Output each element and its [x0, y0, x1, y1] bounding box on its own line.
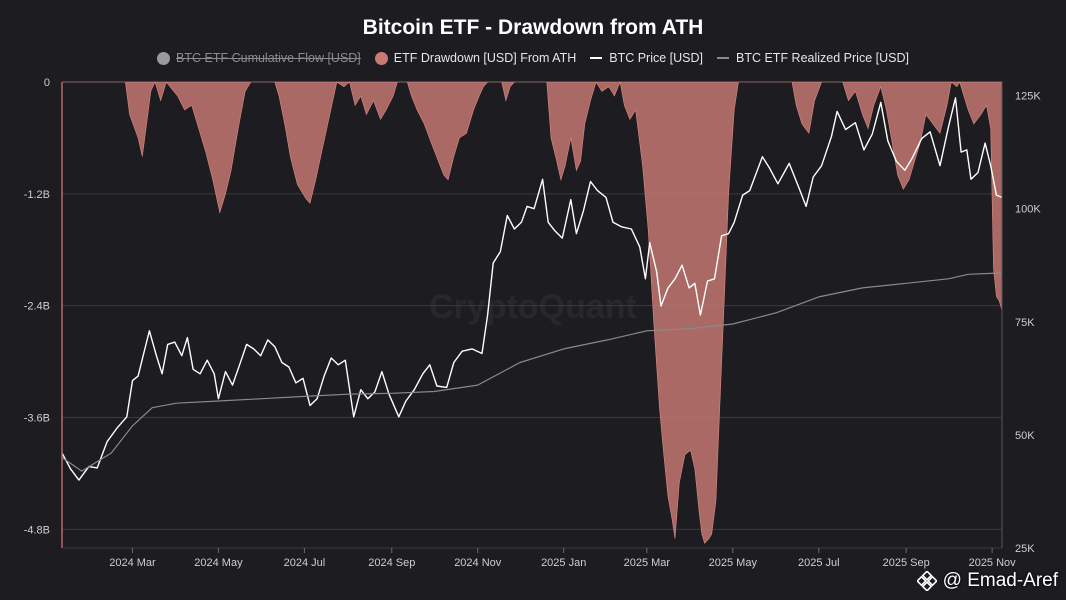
y-left-tick-label: -2.4B [24, 301, 50, 313]
x-tick-label: 2024 Jul [284, 557, 326, 569]
x-tick-label: 2025 Mar [624, 557, 671, 569]
legend-label: BTC Price [USD] [609, 51, 703, 65]
btc-price-line[interactable] [61, 97, 1003, 481]
y-right-tick-label: 25K [1015, 543, 1035, 555]
y-left-tick-label: -4.8B [24, 524, 50, 536]
x-tick-label: 2024 Sep [368, 557, 415, 569]
y-left-tick-label: -3.6B [24, 413, 50, 425]
legend-line-icon [717, 57, 729, 59]
y-right-tick-label: 125K [1015, 91, 1041, 103]
x-tick-label: 2025 May [709, 557, 758, 569]
y-right-tick-label: 100K [1015, 204, 1041, 216]
price-lines-layer [61, 97, 1003, 481]
etf-realized-price-line[interactable] [61, 272, 1003, 472]
author-credit: @ Emad-Aref [916, 570, 1058, 592]
legend-label: BTC ETF Cumulative Flow [USD] [176, 51, 361, 65]
watermark-text: CryptoQuant [429, 288, 637, 326]
legend-item-realized-price[interactable]: BTC ETF Realized Price [USD] [717, 51, 909, 65]
legend-item-cumulative-flow[interactable]: BTC ETF Cumulative Flow [USD] [157, 51, 361, 65]
x-tick-label: 2025 Jul [798, 557, 840, 569]
binance-logo-icon [916, 571, 937, 591]
y-left-tick-label: 0 [44, 77, 50, 89]
legend-item-etf-drawdown[interactable]: ETF Drawdown [USD] From ATH [374, 51, 577, 65]
grid-lines [62, 81, 1002, 530]
x-tick-label: 2025 Nov [969, 557, 1017, 569]
axes: 0 -1.2B -2.4B -3.6B -4.8B 25K 50K 75K 100K 125K 20… [24, 77, 1042, 569]
legend-line-icon [590, 57, 603, 59]
x-tick-label: 2025 Jan [541, 557, 586, 569]
legend-item-btc-price[interactable]: BTC Price [USD] [590, 51, 703, 65]
legend-dot-icon [374, 51, 388, 65]
legend-label: ETF Drawdown [USD] From ATH [393, 51, 577, 65]
y-right-tick-label: 75K [1015, 317, 1035, 329]
y-left-tick-label: -1.2B [24, 189, 50, 201]
x-tick-label: 2024 Mar [109, 557, 156, 569]
chart-legend: BTC ETF Cumulative Flow [USD] ETF Drawdo… [0, 51, 1066, 65]
y-right-tick-label: 50K [1015, 430, 1035, 442]
legend-label: BTC ETF Realized Price [USD] [736, 51, 909, 65]
legend-dot-icon [157, 51, 171, 65]
x-tick-label: 2025 Sep [883, 557, 930, 569]
x-tick-label: 2024 Nov [454, 557, 502, 569]
chart-title: Bitcoin ETF - Drawdown from ATH [362, 16, 704, 39]
x-tick-label: 2024 May [194, 557, 243, 569]
credit-text: @ Emad-Aref [942, 570, 1058, 591]
